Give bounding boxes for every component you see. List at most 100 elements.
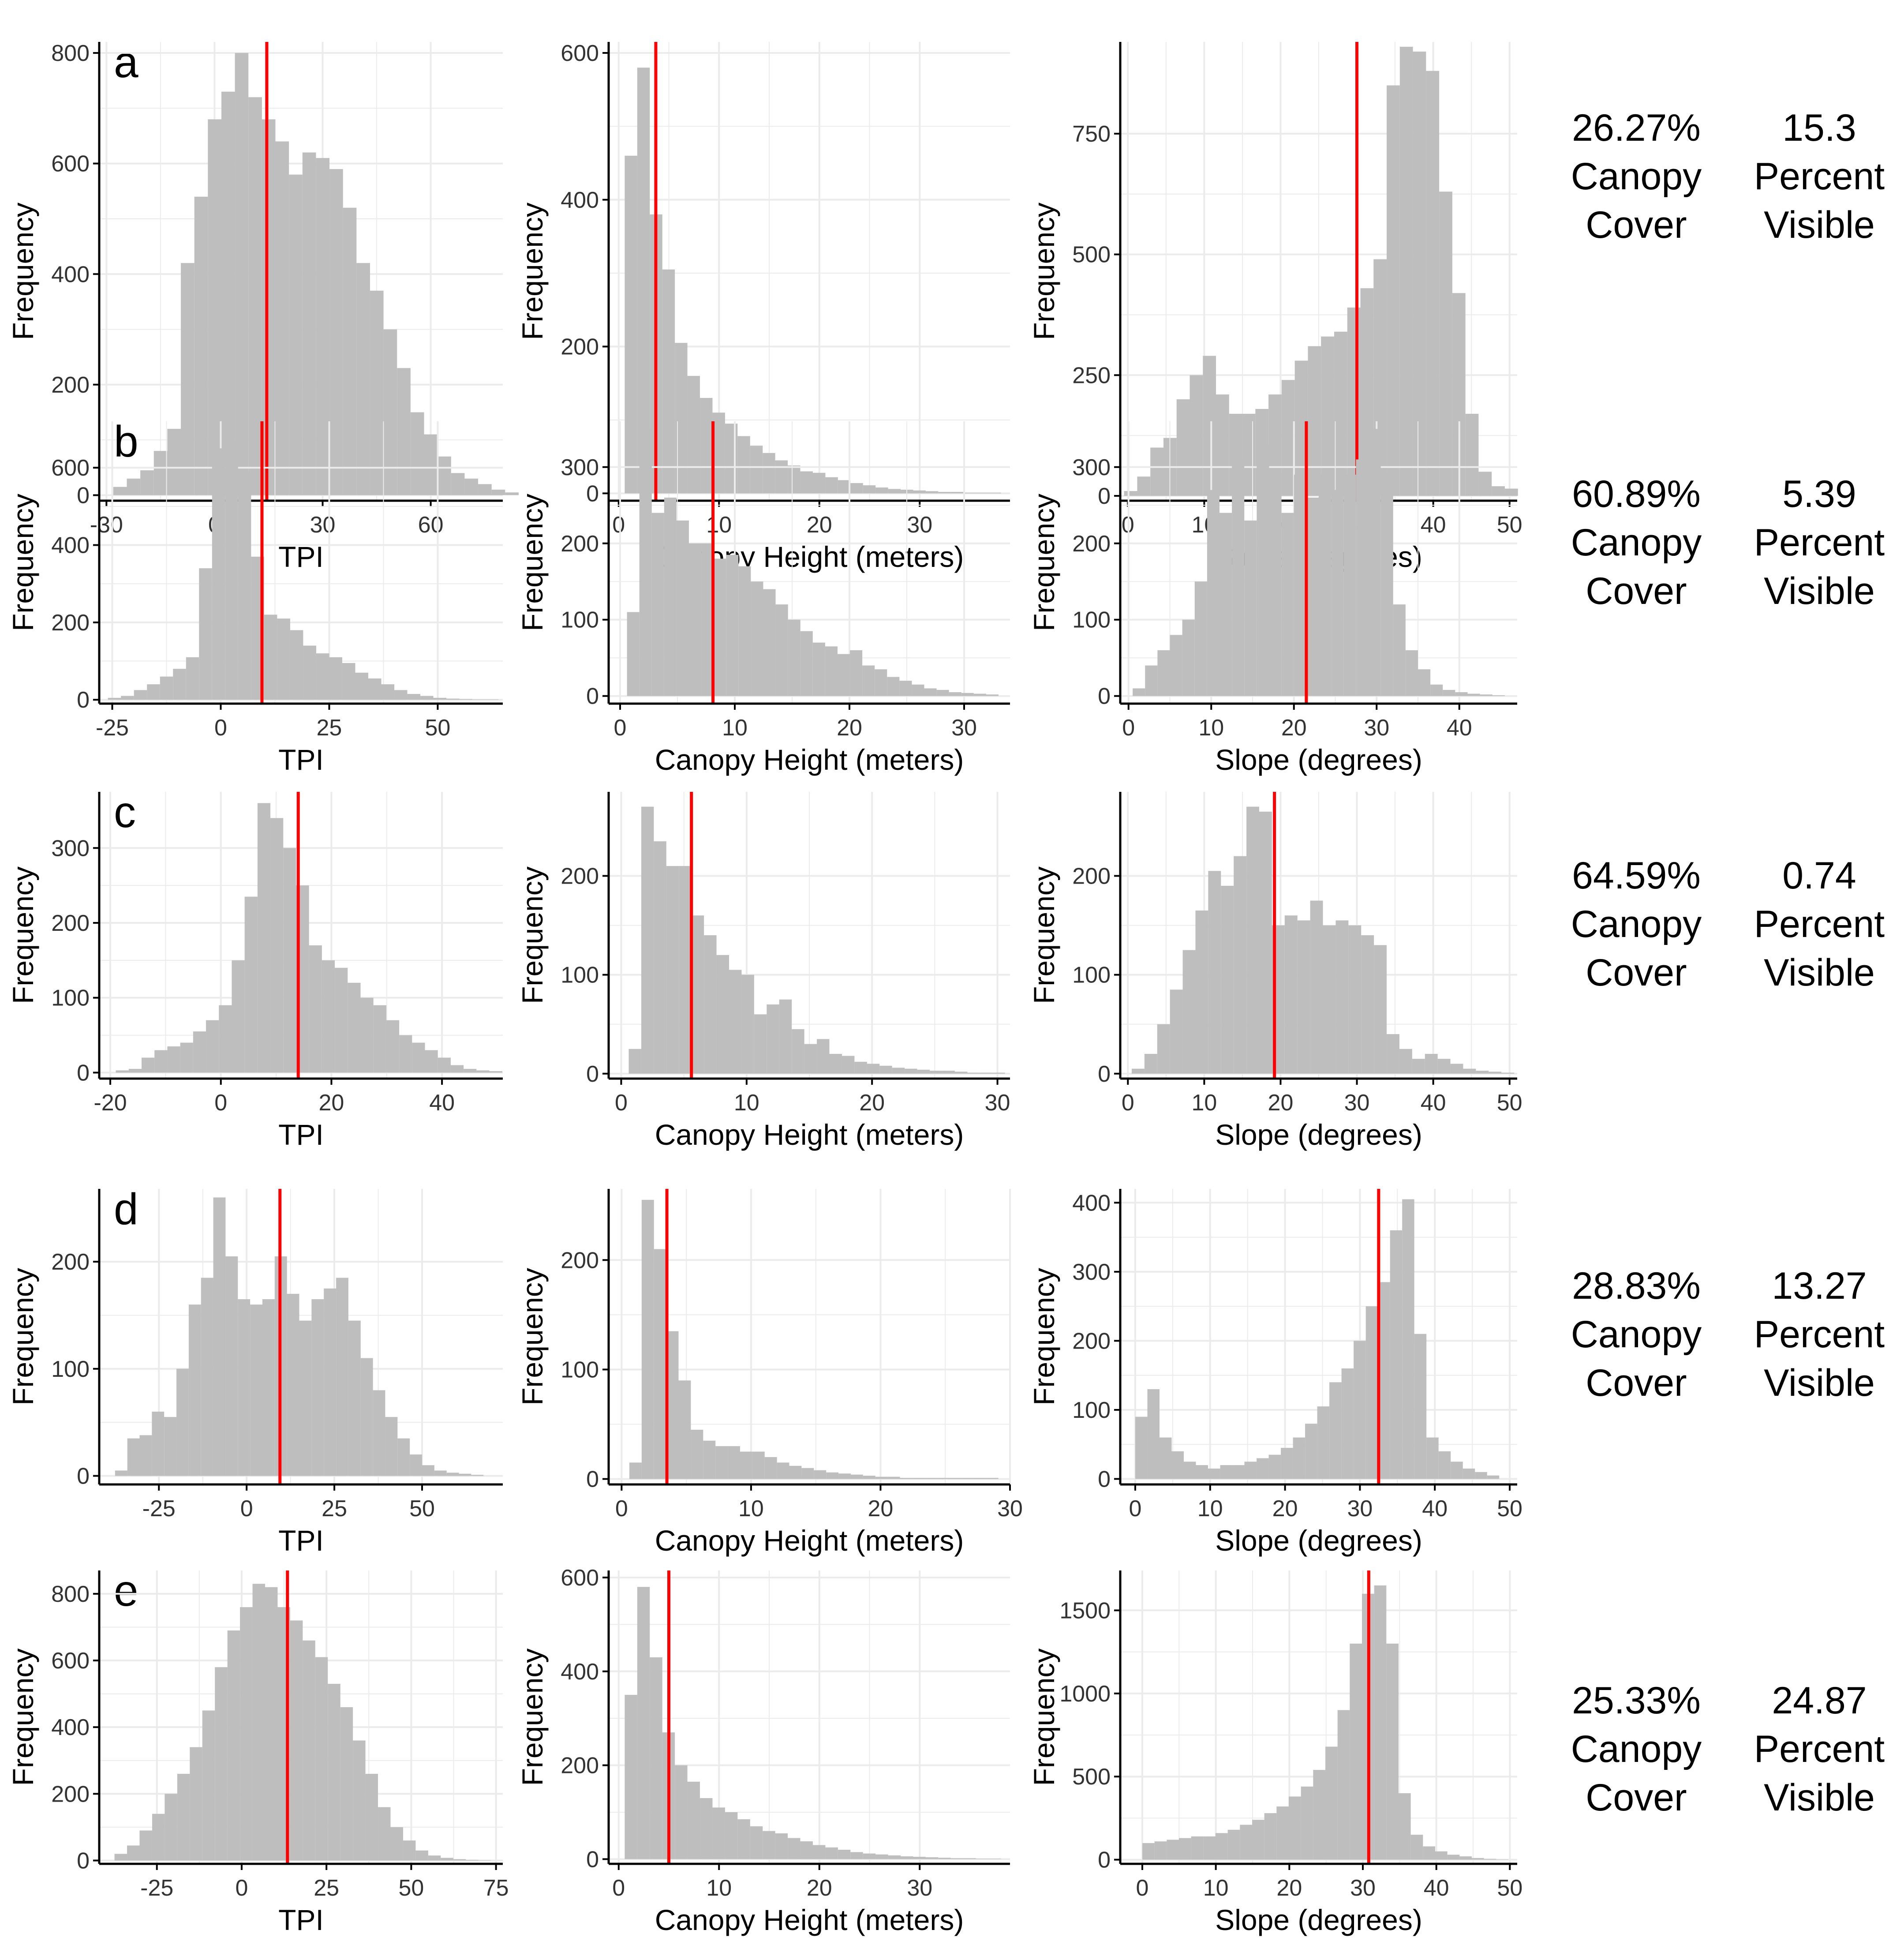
histogram-bar: [1135, 1417, 1148, 1479]
histogram-bar: [412, 1042, 425, 1073]
histogram-bar: [729, 970, 742, 1074]
histogram-bar: [1334, 331, 1347, 496]
histogram-bar: [950, 1858, 964, 1859]
y-axis-title: Frequency: [1028, 866, 1060, 1004]
histogram-bar: [863, 485, 876, 494]
histogram-bar: [912, 1478, 925, 1479]
histogram-bar: [1350, 1643, 1362, 1860]
histogram-bar: [225, 440, 238, 700]
y-tick-label: 750: [1072, 121, 1111, 147]
histogram-bar: [1244, 520, 1257, 696]
histogram-bar: [329, 169, 343, 495]
x-tick-label: 20: [859, 1090, 885, 1116]
histogram-bar: [265, 1587, 278, 1861]
y-tick-label: 200: [51, 1249, 90, 1275]
percent-visible-label-2: Visible: [1764, 952, 1875, 994]
x-axis-title: Slope (degrees): [1215, 1118, 1422, 1151]
histogram-bar: [1264, 1813, 1277, 1860]
y-tick-label: 0: [1098, 1466, 1111, 1492]
histogram-bar: [1293, 1437, 1305, 1479]
histogram-bar: [180, 1042, 193, 1073]
histogram-bar: [1232, 459, 1245, 696]
y-tick-label: 0: [586, 1061, 599, 1087]
histogram-bar: [335, 967, 348, 1073]
canopy-cover-label-2: Cover: [1586, 1362, 1687, 1404]
histogram-bar: [348, 982, 361, 1073]
histogram-bar: [662, 269, 675, 494]
histogram-bar: [190, 1747, 202, 1861]
histogram-bar: [208, 119, 221, 495]
y-tick-label: 800: [51, 41, 90, 66]
histogram-bar: [905, 1068, 917, 1074]
histogram-d-1: -25 0 25 50 0 100 200 TPI Frequency: [7, 1189, 503, 1557]
histogram-bar: [1252, 1820, 1264, 1860]
percent-visible-label-1: Percent: [1754, 903, 1885, 945]
histogram-bar: [1240, 1825, 1252, 1860]
y-tick-label: 0: [1098, 483, 1111, 509]
y-axis-title: Frequency: [1028, 1268, 1060, 1405]
histogram-bar: [750, 1826, 763, 1859]
histogram-bar: [967, 1072, 980, 1074]
y-tick-label: 0: [77, 687, 90, 713]
histogram-bar: [1294, 475, 1306, 696]
histogram-bar: [316, 653, 329, 700]
y-tick-label: 0: [586, 1847, 599, 1872]
histogram-bar: [714, 558, 726, 696]
y-tick-label: 600: [51, 151, 90, 177]
histogram-bar: [1170, 989, 1183, 1074]
histogram-bar: [801, 1468, 814, 1479]
histogram-bar: [950, 492, 964, 494]
y-tick-label: 500: [1072, 242, 1111, 268]
histogram-bar: [1142, 1843, 1155, 1860]
histogram-bar: [1289, 1796, 1301, 1860]
histogram-bar: [287, 1293, 299, 1476]
histogram-bar: [1131, 1068, 1145, 1074]
x-tick-label: -30: [90, 512, 123, 538]
y-axis-title: Frequency: [7, 1268, 39, 1405]
histogram-bar: [115, 1470, 127, 1476]
histogram-bar: [754, 1014, 767, 1074]
x-tick-label: 20: [1268, 1090, 1294, 1116]
histogram-bar: [738, 566, 751, 696]
x-axis-title: Slope (degrees): [1215, 743, 1422, 776]
histogram-bar: [980, 1072, 993, 1074]
histogram-bar: [1463, 1468, 1475, 1479]
y-tick-label: 0: [77, 1060, 90, 1086]
histogram-bar: [1190, 375, 1203, 496]
percent-visible-e: 24.87 Percent Visible: [1727, 1676, 1904, 1822]
histogram-bar: [817, 1039, 830, 1074]
x-tick-label: 50: [1497, 1875, 1522, 1901]
histogram-bar: [142, 1057, 155, 1073]
histogram-bar: [238, 1299, 251, 1476]
x-axis-title: Canopy Height (meters): [655, 743, 964, 776]
histogram-bar: [1208, 871, 1221, 1074]
histogram-bar: [238, 471, 251, 700]
histogram-bar: [1418, 669, 1431, 696]
histogram-bar: [1308, 346, 1321, 496]
x-tick-label: 0: [1129, 1496, 1142, 1522]
histogram-bar: [777, 1462, 789, 1479]
histogram-bar: [446, 698, 460, 700]
x-tick-label: 40: [1447, 715, 1472, 741]
histogram-bar: [348, 1320, 361, 1476]
histogram-bar: [1184, 1462, 1196, 1479]
histogram-c-2: 0 10 20 30 0 100 200 Canopy Height (meters) Freq…: [516, 792, 1010, 1151]
y-tick-label: 800: [51, 1581, 90, 1607]
histogram-bar: [1167, 1840, 1179, 1860]
histogram-bar: [1365, 1306, 1378, 1479]
histogram-bar: [160, 676, 173, 700]
histogram-bar: [134, 690, 147, 700]
x-tick-label: 0: [235, 1875, 248, 1901]
histogram-bar: [1412, 1059, 1425, 1074]
y-tick-label: 200: [1072, 864, 1111, 889]
histogram-bar: [1399, 1049, 1412, 1074]
histogram-bar: [257, 803, 271, 1073]
histogram-bar: [403, 1840, 416, 1861]
histogram-bar: [289, 174, 303, 495]
histogram-bar: [471, 1475, 484, 1476]
histogram-bar: [888, 1855, 901, 1859]
histogram-bar: [438, 456, 451, 495]
histogram-bar: [1501, 1072, 1515, 1074]
histogram-bar: [804, 1044, 817, 1074]
